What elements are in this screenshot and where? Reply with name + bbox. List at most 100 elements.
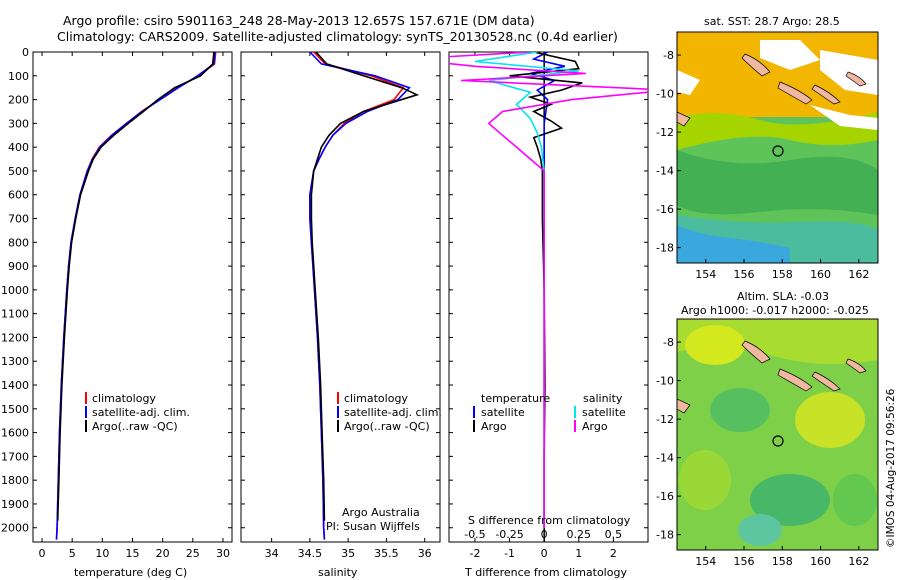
map-y-tick-label: -18: [656, 242, 674, 255]
legend-label-temp-argo: Argo: [481, 420, 507, 433]
x-tick-label: -1: [504, 547, 515, 560]
x-tick-label: 35.5: [374, 547, 399, 560]
legend-label-sal-satellite: satellite: [582, 406, 626, 419]
series-argo: [56, 52, 215, 521]
title-line2: Climatology: CARS2009. Satellite-adjuste…: [57, 29, 618, 44]
legend-label-argo: Argo(..raw -QC): [344, 420, 430, 433]
salinity-panel: [240, 51, 441, 543]
legend-label-argo: Argo(..raw -QC): [92, 420, 178, 433]
map-y-tick-label: -12: [656, 126, 674, 139]
depth-tick-label: 1300: [1, 355, 29, 368]
map-x-tick-label: 156: [734, 268, 755, 281]
temperature-panel: [32, 51, 233, 543]
sla-map-axes: 154 156 158 160 162 -8 -10 -12 -14 -16 -18: [656, 336, 869, 568]
sla-argo-location: [772, 435, 784, 447]
depth-tick-label: 1200: [1, 331, 29, 344]
map-x-tick-label: 162: [848, 555, 869, 568]
map-x-tick-label: 158: [772, 268, 793, 281]
salinity-x-axis: 34 34.5 35 35.5 36: [265, 52, 432, 560]
x-tick-label: 30: [216, 547, 230, 560]
s-tick-label: -0.25: [495, 528, 523, 541]
depth-tick-label: 300: [8, 117, 29, 130]
depth-tick-label: 1700: [1, 450, 29, 463]
depth-tick-label: 1900: [1, 498, 29, 511]
sst-argo-location: [772, 145, 784, 157]
depth-axis: 0 100 200 300 400 500 600 700 800 900 1000 1100 1200…: [1, 46, 648, 535]
depth-tick-label: 1000: [1, 284, 29, 297]
x-tick-label: 20: [156, 547, 170, 560]
x-tick-label: 10: [95, 547, 109, 560]
salinity-xlabel: salinity: [318, 566, 358, 579]
difference-panel: [448, 51, 649, 543]
legend-label-sal-argo: Argo: [582, 420, 608, 433]
salinity-legend: climatology satellite-adj. clim. Argo(..…: [337, 392, 442, 433]
sst-map-title: sat. SST: 28.7 Argo: 28.5: [704, 15, 840, 28]
temperature-xlabel: temperature (deg C): [74, 566, 187, 579]
depth-tick-label: 1100: [1, 308, 29, 321]
depth-tick-label: 800: [8, 236, 29, 249]
x-tick-label: 25: [186, 547, 200, 560]
legend-label-satellite: satellite-adj. clim.: [92, 406, 190, 419]
depth-tick-label: 600: [8, 189, 29, 202]
sla-map-frame: [676, 318, 879, 551]
difference-xlabel: T difference from climatology: [464, 566, 627, 579]
difference-series: [449, 52, 648, 542]
s-tick-label: 0.25: [567, 528, 592, 541]
title-line1: Argo profile: csiro 5901163_248 28-May-2…: [63, 13, 535, 28]
legend-label-satellite: satellite-adj. clim.: [344, 406, 442, 419]
map-x-tick-label: 162: [848, 268, 869, 281]
map-y-tick-label: -18: [656, 529, 674, 542]
sst-map: [677, 32, 878, 263]
map-y-tick-label: -16: [656, 203, 674, 216]
map-x-tick-label: 158: [772, 555, 793, 568]
map-x-tick-label: 154: [695, 555, 716, 568]
credit-line1: Argo Australia: [342, 506, 420, 519]
depth-tick-label: 500: [8, 165, 29, 178]
depth-tick-label: 0: [22, 46, 29, 59]
credit-line2: PI: Susan Wijffels: [326, 520, 420, 533]
legend-sal-header: salinity: [583, 392, 623, 405]
depth-tick-label: 1800: [1, 474, 29, 487]
series-argo: [310, 52, 420, 521]
legend-label-climatology: climatology: [344, 392, 408, 405]
s-tick-label: 0.5: [605, 528, 623, 541]
x-tick-label: 35: [341, 547, 355, 560]
x-tick-label: 34.5: [298, 547, 323, 560]
map-x-tick-label: 156: [734, 555, 755, 568]
depth-tick-label: 2000: [1, 522, 29, 535]
map-x-tick-label: 160: [810, 268, 831, 281]
depth-tick-label: 700: [8, 213, 29, 226]
map-y-tick-label: -10: [656, 88, 674, 101]
sla-map-title2: Argo h1000: -0.017 h2000: -0.025: [681, 304, 869, 317]
imos-stamp: ©IMOS 04-Aug-2017 09:56:26: [885, 388, 897, 548]
salinity-series: [309, 52, 420, 540]
legend-temp-header: temperature: [481, 392, 550, 405]
map-x-tick-label: 160: [810, 555, 831, 568]
map-y-tick-label: -16: [656, 490, 674, 503]
depth-tick-label: 900: [8, 260, 29, 273]
sla-map: [677, 319, 878, 550]
temperature-series: [55, 52, 217, 540]
map-x-tick-label: 154: [695, 268, 716, 281]
legend-label-temp-satellite: satellite: [481, 406, 525, 419]
x-tick-label: 2: [610, 547, 617, 560]
x-tick-label: 5: [69, 547, 76, 560]
depth-tick-label: 1600: [1, 427, 29, 440]
depth-tick-label: 200: [8, 94, 29, 107]
map-y-tick-label: -14: [656, 165, 674, 178]
difference-xlabel-top: S difference from climatology: [468, 514, 631, 527]
s-tick-label: -0.5: [464, 528, 485, 541]
map-y-tick-label: -14: [656, 452, 674, 465]
depth-tick-label: 400: [8, 141, 29, 154]
depth-tick-label: 1400: [1, 379, 29, 392]
depth-tick-label: 1500: [1, 403, 29, 416]
sst-map-frame: [676, 31, 879, 264]
x-tick-label: -2: [469, 547, 480, 560]
x-tick-label: 0: [39, 547, 46, 560]
map-y-tick-label: -10: [656, 375, 674, 388]
legend-label-climatology: climatology: [92, 392, 156, 405]
sst-map-axes: 154 156 158 160 162 -8 -10 -12 -14 -16 -18: [656, 49, 869, 281]
map-y-tick-label: -8: [663, 336, 674, 349]
series-salinity-argo: [449, 52, 648, 528]
